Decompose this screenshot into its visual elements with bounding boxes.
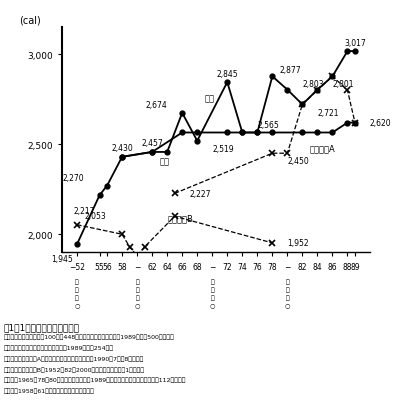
Text: 66: 66 xyxy=(177,263,187,271)
Text: 76: 76 xyxy=(252,263,262,271)
Text: 2,519: 2,519 xyxy=(212,145,234,154)
Text: 一: 一 xyxy=(135,279,139,284)
Text: 2,674: 2,674 xyxy=(146,101,167,110)
Text: 2,845: 2,845 xyxy=(216,70,238,79)
Text: 56: 56 xyxy=(102,263,112,271)
Text: 88: 88 xyxy=(343,263,352,271)
Text: ・1965，78，80年代若代直歳論文『1989年の中国農業』日中経済協会，112ページ。: ・1965，78，80年代若代直歳論文『1989年の中国農業』日中経済協会，11… xyxy=(4,377,186,383)
Text: 中国大陸B: 中国大陸B xyxy=(167,214,193,223)
Text: 2,620: 2,620 xyxy=(370,119,392,128)
Text: 中国大陸A: 中国大陸A xyxy=(310,144,336,153)
Text: 2,227: 2,227 xyxy=(190,189,211,198)
Text: 一: 一 xyxy=(210,279,214,284)
Text: 台湾: 台湾 xyxy=(205,94,215,103)
Text: ・台湾，『中華民国統計年鑑』1989年版，254頁。: ・台湾，『中華民国統計年鑑』1989年版，254頁。 xyxy=(4,344,114,350)
Text: 九: 九 xyxy=(286,287,289,292)
Text: ○: ○ xyxy=(210,303,215,308)
Text: −: − xyxy=(284,263,290,271)
Text: 2,053: 2,053 xyxy=(84,212,106,221)
Text: ・中国大陸のA，陳春明論文『農業経済問題』1990，7号，8ページ。: ・中国大陸のA，陳春明論文『農業経済問題』1990，7号，8ページ。 xyxy=(4,355,144,361)
Text: 2,450: 2,450 xyxy=(287,156,309,166)
Text: 五: 五 xyxy=(75,295,79,300)
Text: 2,565: 2,565 xyxy=(257,121,279,130)
Text: (cal): (cal) xyxy=(19,16,41,26)
Text: ・中国大陸のB，1952，82『2000年中国的人民消費』1ページ。: ・中国大陸のB，1952，82『2000年中国的人民消費』1ページ。 xyxy=(4,366,145,372)
Text: ○: ○ xyxy=(74,303,80,308)
Text: ・1958～61年の（　）内は筆者の推計。: ・1958～61年の（ ）内は筆者の推計。 xyxy=(4,388,95,393)
Text: 86: 86 xyxy=(328,263,337,271)
Text: 58: 58 xyxy=(117,263,127,271)
Text: 55: 55 xyxy=(95,263,104,271)
Text: 74: 74 xyxy=(238,263,247,271)
Text: 2,721: 2,721 xyxy=(318,109,339,118)
Text: 3,017: 3,017 xyxy=(344,39,366,49)
Text: 2,457: 2,457 xyxy=(141,139,163,148)
Text: 89: 89 xyxy=(350,263,360,271)
Text: ○: ○ xyxy=(134,303,140,308)
Text: 九: 九 xyxy=(75,287,79,292)
Text: 八: 八 xyxy=(286,295,289,300)
Text: 64: 64 xyxy=(162,263,172,271)
Text: 出所：・日本，『日本の100年』448ページ，『日本国勢図会』1989年版，500ページ。: 出所：・日本，『日本の100年』448ページ，『日本国勢図会』1989年版，50… xyxy=(4,334,175,339)
Text: ○: ○ xyxy=(285,303,290,308)
Text: 72: 72 xyxy=(222,263,232,271)
Text: 82: 82 xyxy=(298,263,307,271)
Text: 九: 九 xyxy=(135,287,139,292)
Text: 七: 七 xyxy=(210,295,214,300)
Text: 2,430: 2,430 xyxy=(111,144,133,153)
Text: 1,945: 1,945 xyxy=(51,254,73,263)
Text: 日本: 日本 xyxy=(160,156,170,166)
Text: 84: 84 xyxy=(313,263,322,271)
Text: 2,803: 2,803 xyxy=(302,80,324,89)
Text: 2,217: 2,217 xyxy=(74,207,95,215)
Text: 62: 62 xyxy=(147,263,157,271)
Text: 2,270: 2,270 xyxy=(63,174,84,182)
Text: −52: −52 xyxy=(69,263,85,271)
Text: 一: 一 xyxy=(286,279,289,284)
Text: 78: 78 xyxy=(268,263,277,271)
Text: 1,952: 1,952 xyxy=(287,239,309,248)
Text: 2,877: 2,877 xyxy=(280,65,302,75)
Text: 一: 一 xyxy=(75,279,79,284)
Text: 図1　1日当りカロリー摄取量: 図1 1日当りカロリー摄取量 xyxy=(4,323,80,332)
Text: 九: 九 xyxy=(210,287,214,292)
Text: −: − xyxy=(134,263,140,271)
Text: 68: 68 xyxy=(192,263,202,271)
Text: 2,801: 2,801 xyxy=(332,80,354,89)
Text: 六: 六 xyxy=(135,295,139,300)
Text: −: − xyxy=(209,263,216,271)
